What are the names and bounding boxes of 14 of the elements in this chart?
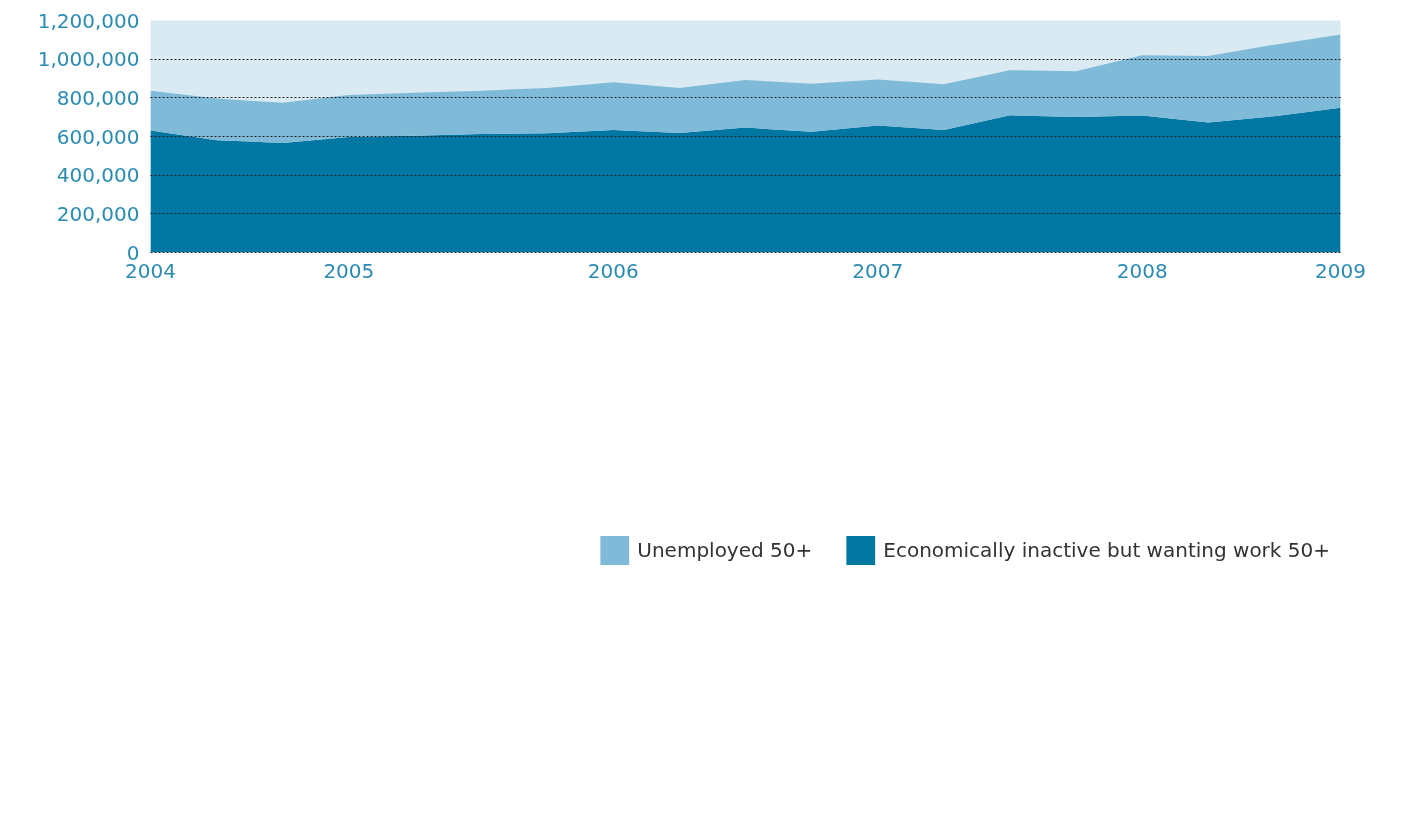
y-tick-label: 0	[126, 240, 140, 265]
x-tick-label: 2009	[1315, 258, 1366, 283]
legend-label: Unemployed 50+	[637, 538, 813, 562]
x-tick-label: 2005	[323, 258, 375, 283]
legend-label: Economically inactive but wanting work 50+	[883, 538, 1330, 562]
x-tick-label: 2006	[587, 258, 639, 283]
y-tick-label: 800,000	[56, 85, 140, 110]
y-tick-label: 200,000	[56, 201, 140, 226]
y-tick-label: 1,000,000	[37, 47, 140, 72]
y-tick-label: 600,000	[56, 124, 140, 149]
y-tick-label: 400,000	[56, 163, 140, 188]
y-tick-label: 1,200,000	[37, 8, 140, 33]
x-tick-label: 2007	[852, 258, 904, 283]
x-tick-label: 2008	[1116, 258, 1168, 283]
